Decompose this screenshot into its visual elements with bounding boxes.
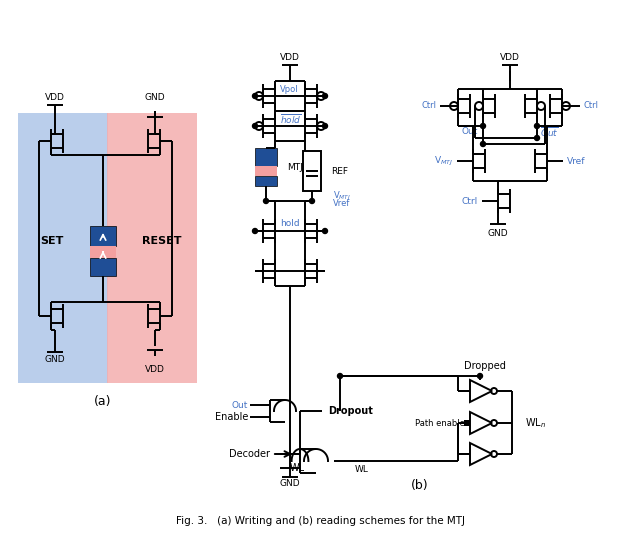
Text: hold: hold [280, 220, 300, 228]
Text: MTJ: MTJ [287, 162, 303, 171]
Text: Ctrl: Ctrl [422, 102, 437, 110]
Bar [255, 148, 277, 166]
Text: VDD: VDD [145, 366, 165, 374]
Text: Vpol: Vpol [280, 84, 299, 94]
Text: REF: REF [331, 167, 348, 175]
Text: GND: GND [488, 228, 508, 237]
Text: V$_{MTJ}$: V$_{MTJ}$ [434, 154, 453, 168]
Text: Fig. 3.   (a) Writing and (b) reading schemes for the MTJ: Fig. 3. (a) Writing and (b) reading sche… [175, 516, 465, 526]
Text: Vref: Vref [567, 156, 586, 166]
Text: Decoder: Decoder [229, 449, 270, 459]
Text: $\overline{Out}$: $\overline{Out}$ [540, 125, 558, 139]
Text: (b): (b) [411, 479, 429, 492]
Text: Enable: Enable [214, 412, 248, 422]
Bar [255, 166, 277, 176]
Text: VDD: VDD [500, 54, 520, 63]
Text: SET: SET [40, 236, 64, 246]
Circle shape [481, 123, 486, 129]
Circle shape [323, 123, 328, 129]
Circle shape [264, 199, 269, 203]
Bar [303, 151, 321, 191]
Text: $\overline{hold}$: $\overline{hold}$ [280, 112, 301, 126]
Text: Vref: Vref [333, 200, 350, 208]
Text: VDD: VDD [45, 94, 65, 102]
Text: GND: GND [280, 479, 300, 489]
Text: V$_{MTJ}$: V$_{MTJ}$ [333, 189, 351, 202]
Circle shape [337, 373, 342, 379]
Circle shape [534, 123, 540, 129]
Circle shape [534, 135, 540, 141]
Bar [107, 113, 197, 383]
Text: Dropout: Dropout [328, 406, 373, 416]
Text: (a): (a) [94, 394, 112, 407]
Circle shape [477, 373, 483, 379]
Text: Dropped: Dropped [464, 361, 506, 371]
Bar [90, 258, 116, 276]
Bar [464, 420, 470, 426]
Bar [90, 226, 116, 246]
Bar [255, 176, 277, 186]
Circle shape [253, 123, 257, 129]
Bar [90, 246, 116, 258]
Circle shape [323, 94, 328, 98]
Circle shape [481, 142, 486, 147]
Bar [18, 113, 108, 383]
Circle shape [253, 228, 257, 234]
Circle shape [310, 199, 314, 203]
Circle shape [253, 94, 257, 98]
Text: VDD: VDD [280, 54, 300, 63]
Text: Path enable: Path enable [415, 419, 465, 427]
Text: Ctrl: Ctrl [583, 102, 598, 110]
Text: WL: WL [290, 463, 305, 473]
Text: GND: GND [45, 354, 65, 364]
Text: Out: Out [462, 128, 478, 136]
Circle shape [323, 228, 328, 234]
Text: Ctrl: Ctrl [461, 196, 478, 206]
Text: RESET: RESET [142, 236, 182, 246]
Text: WL$_n$: WL$_n$ [525, 416, 546, 430]
Text: Out: Out [232, 400, 248, 410]
Text: GND: GND [145, 94, 165, 102]
Text: WL: WL [355, 465, 369, 473]
